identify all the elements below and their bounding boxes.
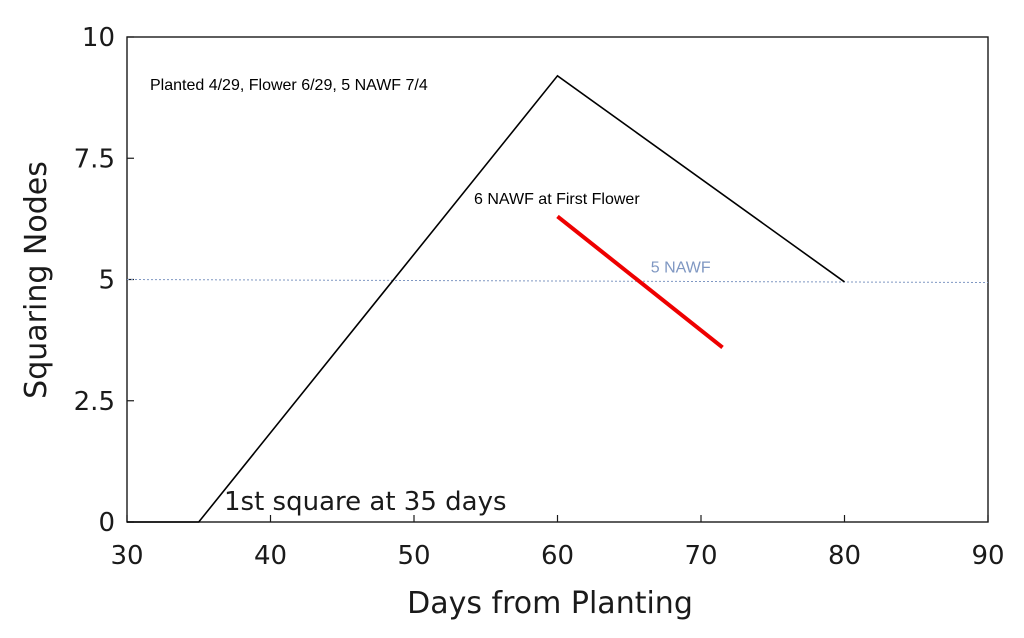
- reference-line-5-nawf: [126, 279, 989, 283]
- y-tick-label: 5: [98, 266, 115, 296]
- x-tick-label: 30: [110, 541, 143, 571]
- x-tick-label: 80: [828, 541, 861, 571]
- x-tick-label: 50: [397, 541, 430, 571]
- reference-lines: 5 NAWF: [126, 260, 989, 283]
- y-axis-title: Squaring Nodes: [19, 161, 54, 399]
- y-tick-label: 0: [98, 508, 115, 538]
- squaring-nodes-line: [127, 74, 845, 523]
- x-tick-label: 40: [254, 541, 287, 571]
- annotation-6-nawf-first-flower: 6 NAWF at First Flower: [474, 191, 640, 208]
- y-tick-label: 10: [82, 23, 115, 53]
- x-tick-label: 70: [684, 541, 717, 571]
- annotation-planting-dates: Planted 4/29, Flower 6/29, 5 NAWF 7/4: [150, 77, 428, 94]
- axes: 30 40 50 60 70 80 90 0 2.5 5 7.5 10: [74, 23, 1005, 571]
- annotation-first-square: 1st square at 35 days: [224, 487, 507, 517]
- annotations: Planted 4/29, Flower 6/29, 5 NAWF 7/4 6 N…: [150, 77, 640, 517]
- x-axis-title: Days from Planting: [407, 586, 693, 621]
- nawf-first-flower-line: [556, 214, 724, 349]
- reference-line-label: 5 NAWF: [651, 260, 711, 277]
- x-tick-label: 90: [971, 541, 1004, 571]
- y-tick-label: 2.5: [74, 387, 115, 417]
- series-lines: [127, 74, 845, 523]
- y-tick-label: 7.5: [74, 144, 115, 174]
- x-tick-label: 60: [541, 541, 574, 571]
